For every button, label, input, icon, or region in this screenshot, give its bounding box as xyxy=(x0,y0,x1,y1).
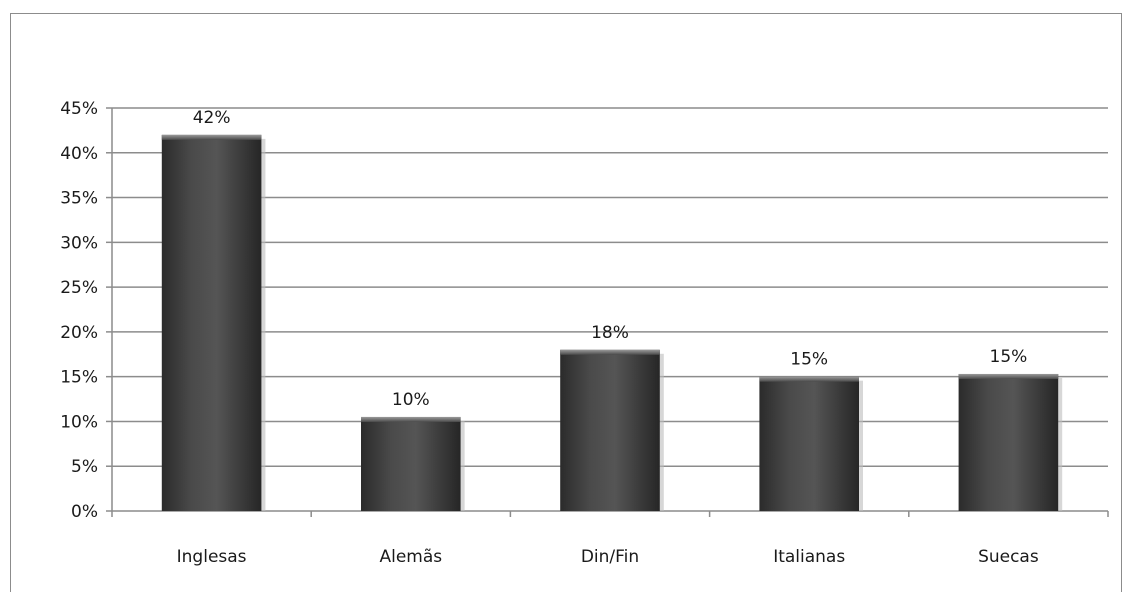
labels: 0% 5% 10% 15% 20% 25% 30% 35% 40% 45% 42% Inglesas 1… xyxy=(60,99,1039,567)
data-label: 15% xyxy=(990,347,1028,367)
y-tick-label: 40% xyxy=(60,144,98,164)
bar-suecas xyxy=(958,373,1059,511)
bar-top-bevel xyxy=(958,373,1059,379)
bar-alem-s xyxy=(361,416,461,511)
bar-top-bevel xyxy=(759,376,859,382)
x-tick-label: Alemãs xyxy=(379,547,442,567)
bar-din-fin xyxy=(560,349,660,511)
y-tick-label: 45% xyxy=(60,99,98,119)
x-tick-label: Italianas xyxy=(773,547,845,567)
y-tick-label: 10% xyxy=(60,412,98,432)
data-label: 42% xyxy=(193,108,231,128)
bar-italianas xyxy=(759,376,859,511)
y-tick-label: 30% xyxy=(60,233,98,253)
x-tick-label: Inglesas xyxy=(177,547,247,567)
bars xyxy=(161,134,1063,511)
bar-top-bevel xyxy=(161,134,262,140)
y-tick-label: 15% xyxy=(60,368,98,388)
y-tick-label: 35% xyxy=(60,189,98,209)
bar-top-bevel xyxy=(361,416,461,422)
y-tick-label: 5% xyxy=(71,457,98,477)
bar-inglesas xyxy=(161,134,262,511)
bar-top-bevel xyxy=(560,349,660,355)
y-tick-label: 25% xyxy=(60,278,98,298)
data-label: 10% xyxy=(392,390,430,410)
data-label: 15% xyxy=(790,350,828,370)
y-tick-label: 0% xyxy=(71,502,98,522)
x-tick-label: Suecas xyxy=(978,547,1039,567)
data-label: 18% xyxy=(591,323,629,343)
x-tick-label: Din/Fin xyxy=(581,547,639,567)
y-tick-label: 20% xyxy=(60,323,98,343)
